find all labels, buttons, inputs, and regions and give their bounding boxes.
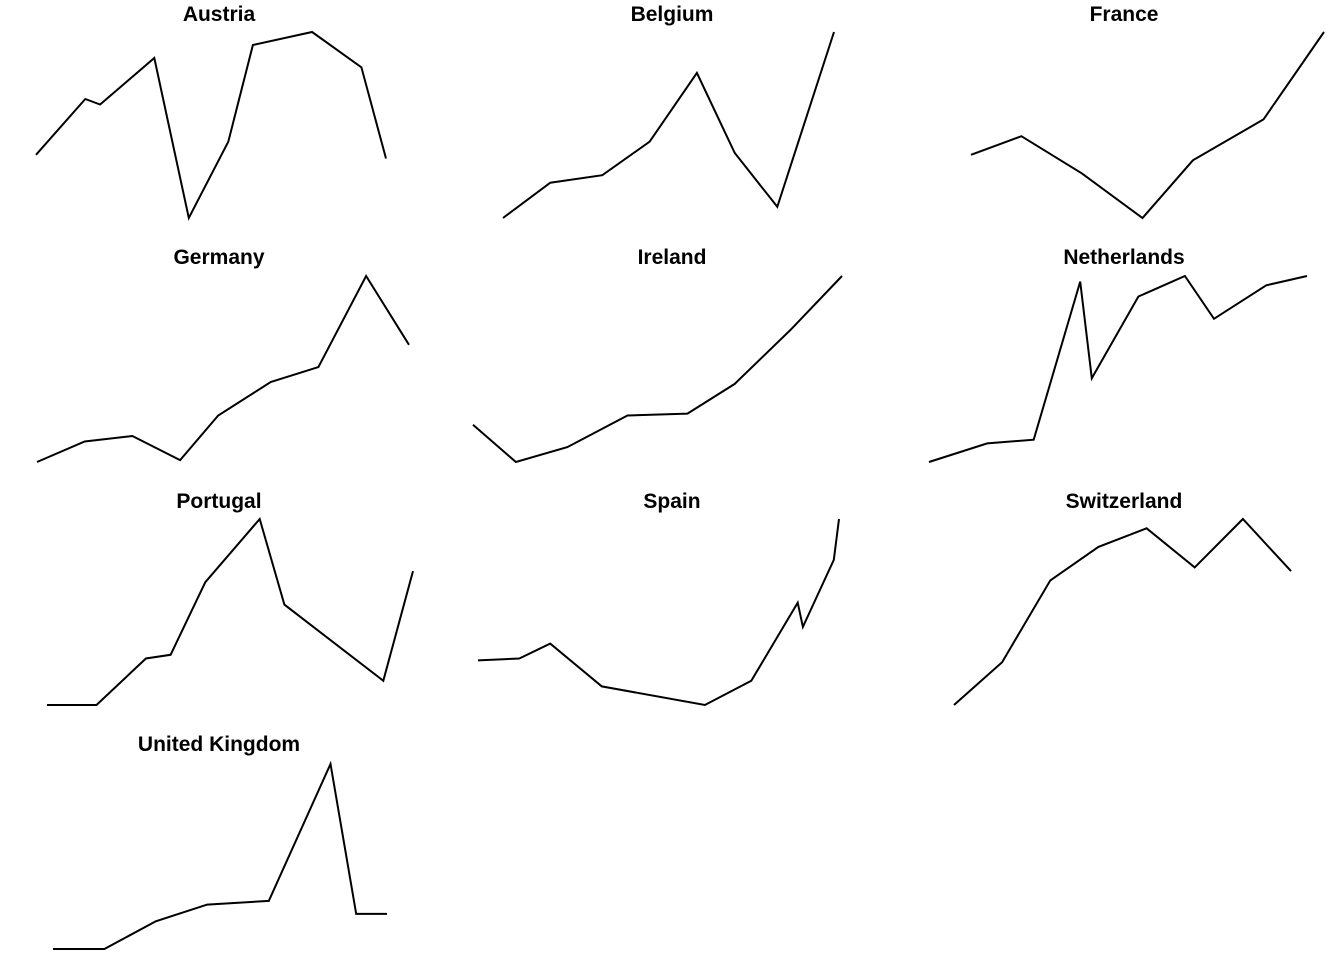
panel-title-netherlands: Netherlands bbox=[1063, 246, 1184, 269]
panel-title-austria: Austria bbox=[183, 3, 256, 26]
panel-title-germany: Germany bbox=[173, 246, 264, 269]
series-line-germany bbox=[36, 273, 410, 463]
panel-title-spain: Spain bbox=[643, 490, 700, 513]
series-line-netherlands bbox=[928, 274, 1308, 463]
panel-netherlands: Netherlands bbox=[928, 246, 1308, 463]
series-line-spain bbox=[477, 518, 840, 707]
panel-title-united-kingdom: United Kingdom bbox=[138, 733, 300, 756]
series-line-switzerland bbox=[953, 517, 1292, 706]
panel-title-ireland: Ireland bbox=[638, 246, 707, 269]
panel-belgium: Belgium bbox=[502, 3, 835, 219]
panel-united-kingdom: United Kingdom bbox=[53, 733, 387, 950]
panel-germany: Germany bbox=[36, 246, 410, 463]
panel-france: France bbox=[970, 3, 1325, 220]
panel-switzerland: Switzerland bbox=[953, 490, 1292, 706]
panel-title-belgium: Belgium bbox=[631, 3, 714, 26]
panel-spain: Spain bbox=[477, 490, 840, 707]
panel-portugal: Portugal bbox=[47, 490, 414, 706]
panel-title-switzerland: Switzerland bbox=[1066, 490, 1183, 513]
panel-ireland: Ireland bbox=[472, 246, 843, 464]
series-line-ireland bbox=[472, 275, 843, 464]
panel-title-portugal: Portugal bbox=[176, 490, 261, 513]
series-line-portugal bbox=[47, 516, 414, 706]
series-line-france bbox=[970, 31, 1325, 220]
panel-title-france: France bbox=[1090, 3, 1159, 26]
series-line-austria bbox=[35, 30, 387, 221]
panel-austria: Austria bbox=[35, 3, 387, 221]
series-line-united-kingdom bbox=[53, 760, 387, 950]
series-line-belgium bbox=[502, 31, 835, 219]
